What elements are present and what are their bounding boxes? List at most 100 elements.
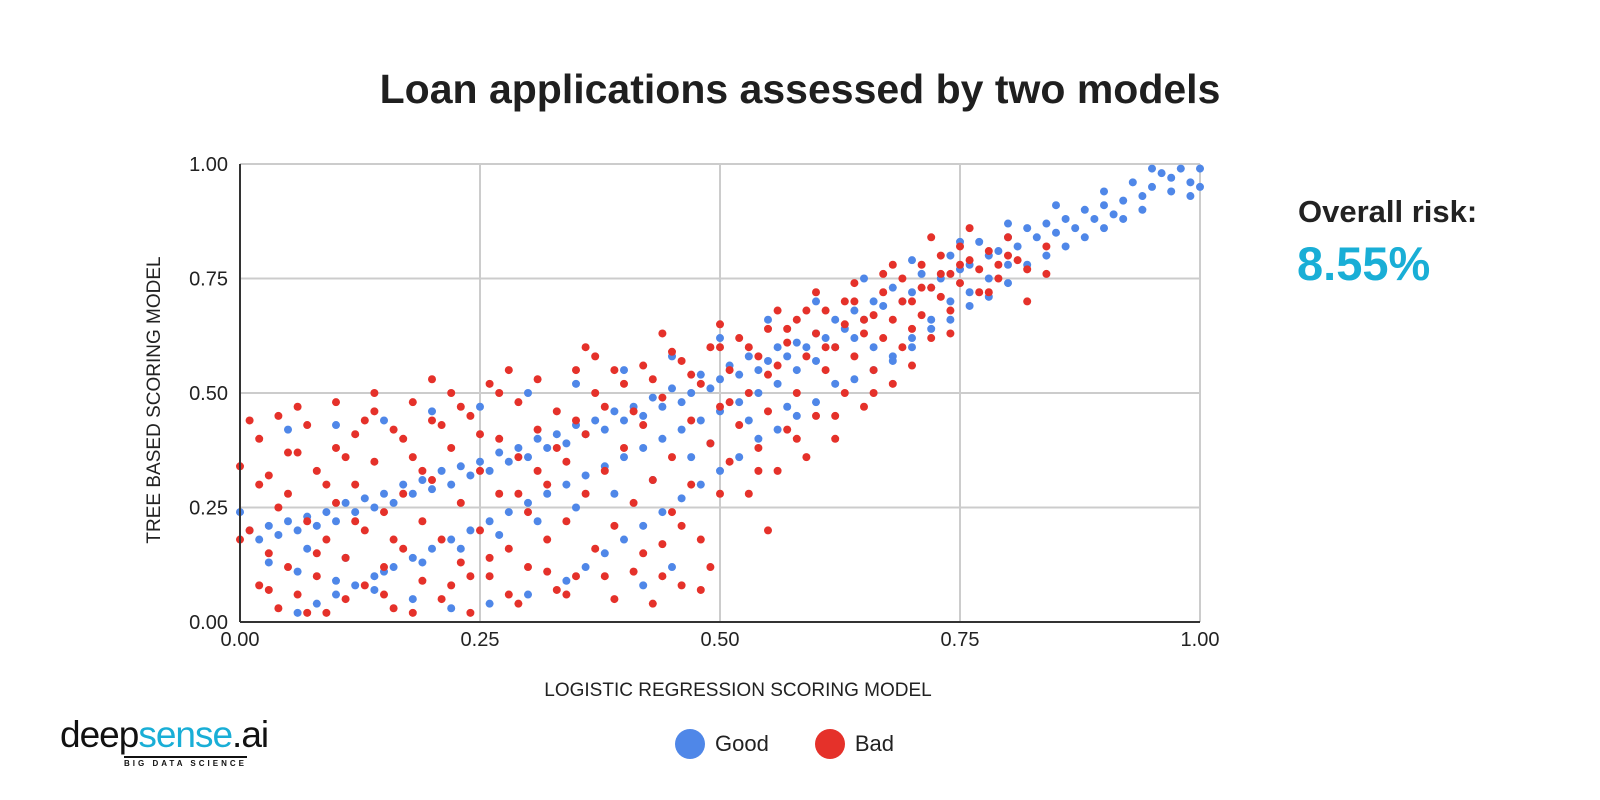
data-point-bad bbox=[984, 247, 993, 256]
data-point-bad bbox=[754, 443, 763, 452]
data-point-bad bbox=[850, 352, 859, 361]
data-point-good bbox=[1196, 164, 1204, 173]
data-point-bad bbox=[495, 434, 504, 443]
data-point-good bbox=[456, 462, 465, 471]
data-point-bad bbox=[322, 480, 331, 489]
data-point-good bbox=[447, 604, 456, 613]
data-point-bad bbox=[898, 274, 907, 283]
data-point-bad bbox=[860, 402, 868, 411]
data-point-good bbox=[562, 480, 571, 489]
data-point-bad bbox=[716, 320, 724, 329]
data-point-good bbox=[696, 370, 705, 379]
data-point-good bbox=[908, 256, 916, 265]
data-point-good bbox=[677, 494, 686, 503]
data-point-bad bbox=[994, 274, 1003, 283]
data-point-bad bbox=[418, 576, 427, 585]
data-point-good bbox=[946, 251, 955, 260]
data-point-bad bbox=[639, 361, 648, 370]
data-point-bad bbox=[658, 572, 667, 581]
data-point-good bbox=[696, 480, 705, 489]
data-point-bad bbox=[495, 489, 504, 498]
data-point-bad bbox=[399, 489, 408, 498]
data-point-good bbox=[1138, 205, 1147, 214]
data-point-good bbox=[485, 599, 494, 608]
data-point-bad bbox=[1004, 233, 1012, 242]
data-point-bad bbox=[312, 549, 321, 558]
data-point-bad bbox=[284, 448, 292, 457]
data-point-good bbox=[946, 315, 955, 324]
data-point-bad bbox=[936, 251, 945, 260]
data-point-bad bbox=[360, 416, 369, 425]
legend-swatch-good bbox=[675, 729, 705, 759]
data-point-bad bbox=[812, 288, 820, 297]
data-point-bad bbox=[370, 389, 379, 397]
data-point-good bbox=[668, 563, 676, 572]
data-point-good bbox=[764, 315, 772, 324]
data-point-bad bbox=[879, 334, 888, 343]
data-point-bad bbox=[284, 489, 292, 498]
data-point-bad bbox=[245, 526, 254, 535]
data-point-good bbox=[428, 544, 436, 553]
data-point-good bbox=[293, 567, 302, 576]
data-point-bad bbox=[485, 553, 494, 562]
data-point-good bbox=[476, 402, 484, 411]
data-point-good bbox=[783, 402, 792, 411]
data-point-good bbox=[572, 379, 580, 388]
data-point-good bbox=[380, 416, 388, 425]
data-point-bad bbox=[869, 366, 878, 375]
data-point-good bbox=[370, 585, 379, 594]
data-point-bad bbox=[668, 508, 676, 517]
data-point-bad bbox=[648, 599, 657, 608]
data-point-bad bbox=[648, 375, 657, 384]
data-point-bad bbox=[735, 334, 744, 343]
data-point-bad bbox=[706, 439, 715, 448]
data-point-good bbox=[620, 535, 628, 544]
data-point-bad bbox=[466, 411, 475, 420]
data-point-bad bbox=[312, 466, 321, 475]
data-point-good bbox=[773, 343, 782, 352]
series-bad bbox=[236, 224, 1051, 617]
data-point-bad bbox=[552, 585, 561, 594]
data-point-bad bbox=[1023, 265, 1032, 274]
data-point-bad bbox=[533, 425, 542, 434]
data-point-good bbox=[639, 581, 648, 590]
data-point-bad bbox=[332, 443, 340, 452]
y-tick-label: 0.25 bbox=[189, 498, 228, 520]
data-point-bad bbox=[399, 434, 408, 443]
data-point-bad bbox=[514, 599, 523, 608]
data-point-bad bbox=[773, 466, 782, 475]
data-point-bad bbox=[860, 315, 868, 324]
data-point-good bbox=[610, 489, 619, 498]
data-point-good bbox=[1004, 279, 1012, 288]
data-point-bad bbox=[965, 256, 974, 265]
data-point-good bbox=[1100, 224, 1108, 233]
data-point-bad bbox=[687, 370, 696, 379]
data-point-good bbox=[332, 590, 340, 599]
data-point-bad bbox=[255, 581, 264, 590]
overall-risk-value: 8.55% bbox=[1297, 237, 1431, 290]
data-point-good bbox=[812, 398, 820, 407]
data-point-good bbox=[735, 453, 744, 462]
data-point-bad bbox=[610, 366, 619, 375]
data-point-good bbox=[927, 324, 936, 333]
data-point-bad bbox=[380, 508, 388, 517]
data-point-good bbox=[504, 457, 513, 466]
data-point-bad bbox=[898, 343, 907, 352]
data-point-good bbox=[1100, 201, 1108, 210]
data-point-bad bbox=[658, 540, 667, 549]
data-point-bad bbox=[408, 608, 417, 617]
x-tick-label: 0.50 bbox=[701, 629, 740, 651]
data-point-good bbox=[408, 553, 417, 562]
data-point-bad bbox=[927, 283, 936, 292]
data-point-good bbox=[562, 576, 571, 585]
data-point-good bbox=[495, 530, 504, 539]
data-point-bad bbox=[284, 563, 292, 572]
data-point-bad bbox=[600, 572, 609, 581]
data-point-bad bbox=[812, 329, 820, 338]
data-point-bad bbox=[888, 315, 897, 324]
data-point-good bbox=[524, 389, 532, 397]
data-point-good bbox=[322, 508, 331, 517]
data-point-bad bbox=[255, 434, 264, 443]
data-point-bad bbox=[552, 443, 561, 452]
data-point-bad bbox=[908, 324, 916, 333]
